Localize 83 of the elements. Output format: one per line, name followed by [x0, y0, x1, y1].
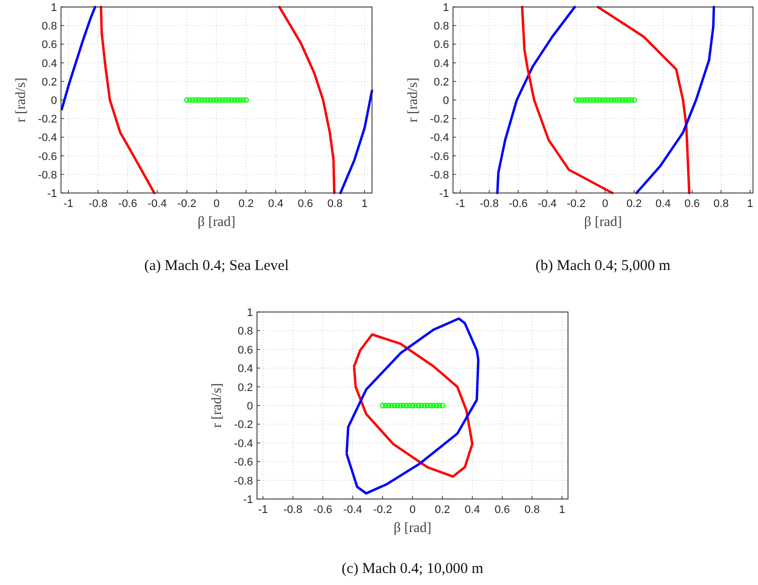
x-tick-label: -0.2 [177, 198, 196, 210]
y-tick-label: 0.8 [42, 20, 57, 33]
x-tick-label: -0.6 [313, 504, 332, 516]
x-tick-label: -1 [258, 504, 268, 516]
x-tick-label: -1 [455, 198, 466, 210]
y-tick-label: -0.4 [234, 438, 253, 450]
y-tick-label: 1 [246, 307, 253, 319]
y-tick-label: -1 [47, 188, 57, 200]
x-tick-label: 1 [558, 504, 566, 516]
x-tick-label: -0.4 [343, 504, 362, 516]
y-tick-label: 0 [50, 95, 57, 107]
y-tick-label: 0.8 [238, 326, 253, 338]
x-tick-label: -0.2 [566, 198, 586, 210]
line-series [100, 6, 156, 194]
x-tick-label: -1 [64, 198, 74, 210]
y-axis-title: r [rad/s] [14, 78, 29, 122]
x-tick-label: 0 [409, 504, 416, 516]
line-series [339, 90, 374, 194]
y-tick-label: -0.4 [430, 132, 449, 144]
x-tick-label: 0.4 [268, 198, 284, 210]
x-tick-label: 0.6 [684, 198, 700, 210]
line-series [496, 6, 576, 194]
x-tick-label: 0.8 [713, 198, 729, 210]
x-tick-label: -0.8 [480, 198, 499, 210]
y-tick-label: 1 [442, 2, 449, 14]
line-series [520, 6, 614, 194]
x-tick-label: 1 [747, 198, 754, 210]
y-axis-title: r [rad/s] [210, 383, 225, 428]
text: (c) Mach 0.4; 10,000 m [342, 561, 484, 577]
y-tick-label: -1 [439, 188, 449, 200]
x-tick-label: 1 [362, 198, 368, 210]
y-tick-label: -0.6 [38, 150, 57, 163]
line-series [278, 6, 336, 194]
line-series [635, 6, 716, 194]
y-tick-label: 0.4 [42, 58, 57, 70]
y-tick-label: 1 [50, 2, 57, 14]
y-tick-label: 0.6 [238, 344, 253, 356]
y-tick-label: -0.2 [38, 114, 57, 126]
x-tick-label: 0 [213, 198, 220, 210]
y-tick-label: 0.4 [434, 58, 449, 70]
line-series [346, 317, 480, 495]
x-tick-label: -0.6 [508, 198, 528, 210]
y-tick-label: -0.6 [430, 150, 449, 163]
text: (a) Mach 0.4; Sea Level [144, 258, 289, 274]
y-tick-label: -1 [243, 494, 253, 506]
y-tick-label: 0.8 [434, 20, 449, 33]
x-axis-title: β [rad] [198, 215, 236, 230]
x-tick-label: 0.6 [494, 504, 510, 516]
x-tick-label: 0.2 [626, 198, 642, 210]
y-tick-label: 0.6 [434, 39, 449, 52]
y-tick-label: 0.2 [434, 76, 449, 88]
line-series [352, 333, 474, 478]
x-tick-label: -0.2 [373, 504, 392, 516]
y-tick-label: -0.2 [430, 114, 449, 126]
x-axis-title: β [rad] [584, 215, 622, 230]
x-tick-label: -0.4 [538, 198, 557, 210]
y-axis-title: r [rad/s] [406, 78, 421, 122]
x-tick-label: 0 [602, 198, 608, 210]
y-tick-label: 0 [442, 95, 449, 107]
line-series [596, 6, 690, 194]
x-axis-title: β [rad] [394, 521, 432, 536]
y-tick-label: -0.2 [234, 419, 253, 432]
x-tick-label: -0.8 [283, 504, 302, 516]
text: (b) Mach 0.4; 5,000 m [536, 258, 671, 274]
x-tick-label: 0.4 [655, 198, 671, 210]
x-tick-label: -0.6 [118, 198, 138, 210]
x-tick-label: -0.4 [148, 198, 167, 210]
y-tick-label: -0.8 [38, 169, 57, 182]
y-tick-label: -0.8 [430, 169, 449, 182]
y-tick-label: 0.6 [42, 39, 57, 52]
x-tick-label: 0.4 [464, 504, 480, 516]
x-tick-label: 0.6 [298, 198, 314, 210]
y-tick-label: 0.4 [238, 363, 253, 376]
x-tick-label: 0.8 [327, 198, 343, 210]
y-tick-label: -0.8 [234, 475, 253, 488]
line-series [60, 6, 96, 110]
y-tick-label: 0.2 [42, 76, 57, 88]
y-tick-label: -0.6 [234, 456, 253, 469]
x-tick-label: -0.8 [88, 198, 108, 210]
y-tick-label: 0 [246, 400, 253, 412]
x-tick-label: 0.8 [524, 504, 540, 516]
y-tick-label: -0.4 [38, 132, 57, 144]
y-tick-label: 0.2 [238, 382, 253, 394]
